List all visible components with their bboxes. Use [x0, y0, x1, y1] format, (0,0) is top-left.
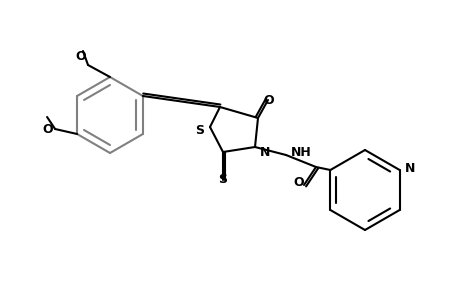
Text: O: O	[75, 50, 86, 63]
Text: NH: NH	[291, 146, 311, 158]
Text: O: O	[293, 176, 304, 189]
Text: N: N	[404, 161, 414, 175]
Text: S: S	[195, 124, 204, 136]
Text: O: O	[42, 122, 53, 136]
Text: N: N	[259, 146, 270, 158]
Text: O: O	[263, 94, 274, 107]
Text: S: S	[218, 173, 227, 186]
